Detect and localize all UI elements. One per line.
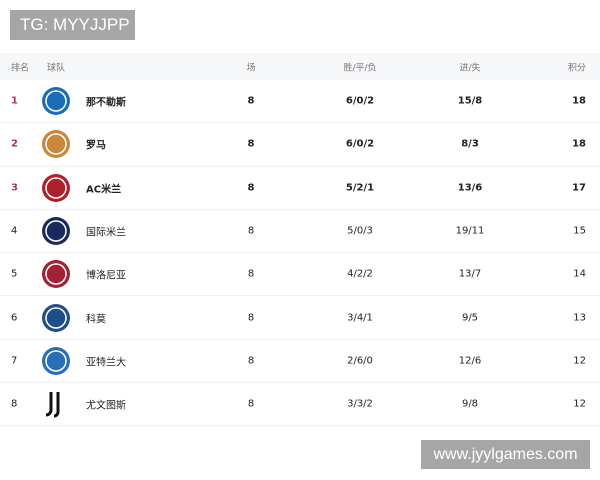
goals: 13/7 bbox=[458, 268, 482, 280]
played: 8 bbox=[247, 398, 255, 410]
como-crest-icon bbox=[41, 303, 71, 333]
table-row[interactable]: 3 AC米兰 8 5/2/1 13/6 17 bbox=[0, 167, 600, 210]
standings-table: 排名 球队 场 胜/平/负 进/失 积分 1 那不勒斯 8 6/0/2 15/8… bbox=[0, 53, 600, 427]
table-row[interactable]: 8 尤文图斯 8 3/3/2 9/8 12 bbox=[0, 383, 600, 427]
played: 8 bbox=[247, 182, 255, 194]
rank: 7 bbox=[11, 355, 18, 367]
table-row[interactable]: 6 科莫 8 3/4/1 9/5 13 bbox=[0, 296, 600, 340]
header-goals: 进/失 bbox=[459, 63, 481, 73]
points: 15 bbox=[573, 225, 586, 237]
table-row[interactable]: 5 博洛尼亚 8 4/2/2 13/7 14 bbox=[0, 253, 600, 297]
win-draw-loss: 2/6/0 bbox=[347, 355, 373, 367]
header-played: 场 bbox=[246, 63, 256, 73]
team-name[interactable]: 那不勒斯 bbox=[86, 97, 126, 109]
header-team: 球队 bbox=[47, 63, 66, 73]
played: 8 bbox=[247, 95, 255, 107]
watermark-bottom: www.jyylgames.com bbox=[421, 440, 590, 469]
rank: 3 bbox=[11, 182, 18, 194]
played: 8 bbox=[247, 138, 255, 150]
points: 18 bbox=[572, 138, 586, 150]
win-draw-loss: 4/2/2 bbox=[347, 268, 373, 280]
goals: 8/3 bbox=[461, 138, 479, 150]
header-wdl: 胜/平/负 bbox=[343, 63, 377, 73]
win-draw-loss: 5/0/3 bbox=[347, 225, 373, 237]
goals: 13/6 bbox=[457, 182, 483, 194]
rank: 6 bbox=[11, 312, 18, 324]
points: 12 bbox=[573, 355, 586, 367]
table-header: 排名 球队 场 胜/平/负 进/失 积分 bbox=[0, 53, 600, 80]
rank: 1 bbox=[11, 95, 18, 107]
team-name[interactable]: 博洛尼亚 bbox=[86, 270, 126, 282]
points: 12 bbox=[573, 398, 586, 410]
bologna-crest-icon bbox=[41, 259, 71, 289]
goals: 9/8 bbox=[461, 398, 479, 410]
win-draw-loss: 6/0/2 bbox=[345, 138, 375, 150]
napoli-crest-icon bbox=[41, 86, 71, 116]
juventus-crest-icon bbox=[41, 389, 71, 419]
table-row[interactable]: 2 罗马 8 6/0/2 8/3 18 bbox=[0, 123, 600, 167]
played: 8 bbox=[247, 225, 255, 237]
rank: 4 bbox=[11, 225, 18, 237]
goals: 15/8 bbox=[457, 95, 483, 107]
points: 13 bbox=[573, 312, 586, 324]
inter-crest-icon bbox=[41, 216, 71, 246]
played: 8 bbox=[247, 312, 255, 324]
played: 8 bbox=[247, 268, 255, 280]
points: 17 bbox=[572, 182, 586, 194]
team-name[interactable]: 尤文图斯 bbox=[86, 400, 126, 412]
rank: 8 bbox=[11, 398, 18, 410]
win-draw-loss: 6/0/2 bbox=[345, 95, 375, 107]
team-name[interactable]: 罗马 bbox=[86, 140, 106, 152]
win-draw-loss: 3/3/2 bbox=[347, 398, 373, 410]
watermark-top: TG: MYYJJPP bbox=[10, 10, 135, 40]
team-name[interactable]: 国际米兰 bbox=[86, 227, 126, 239]
goals: 19/11 bbox=[455, 225, 485, 237]
rank: 5 bbox=[11, 268, 18, 280]
goals: 12/6 bbox=[458, 355, 482, 367]
atalanta-crest-icon bbox=[41, 346, 71, 376]
played: 8 bbox=[247, 355, 255, 367]
team-name[interactable]: 亚特兰大 bbox=[86, 357, 126, 369]
milan-crest-icon bbox=[41, 173, 71, 203]
points: 14 bbox=[573, 268, 586, 280]
roma-crest-icon bbox=[41, 129, 71, 159]
goals: 9/5 bbox=[461, 312, 479, 324]
header-points: 积分 bbox=[567, 63, 586, 73]
rank: 2 bbox=[11, 138, 18, 150]
team-name[interactable]: 科莫 bbox=[86, 314, 106, 326]
win-draw-loss: 3/4/1 bbox=[347, 312, 373, 324]
table-row[interactable]: 4 国际米兰 8 5/0/3 19/11 15 bbox=[0, 210, 600, 254]
header-rank: 排名 bbox=[11, 63, 30, 73]
team-name[interactable]: AC米兰 bbox=[86, 184, 122, 196]
table-row[interactable]: 1 那不勒斯 8 6/0/2 15/8 18 bbox=[0, 80, 600, 124]
win-draw-loss: 5/2/1 bbox=[345, 182, 375, 194]
table-row[interactable]: 7 亚特兰大 8 2/6/0 12/6 12 bbox=[0, 340, 600, 384]
points: 18 bbox=[572, 95, 586, 107]
